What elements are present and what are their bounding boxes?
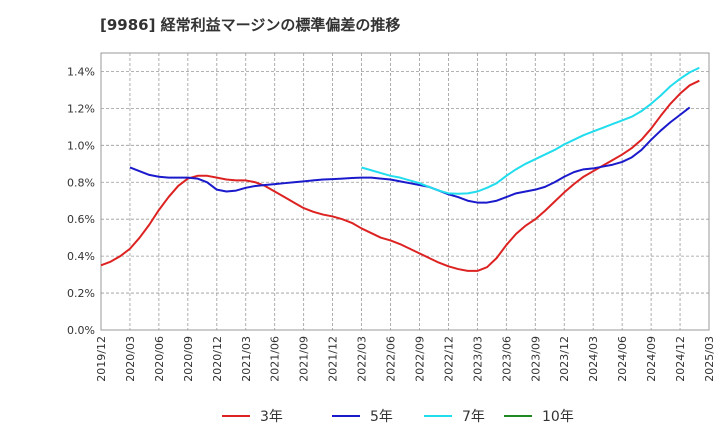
x-tick-label: 2020/03	[124, 336, 137, 382]
x-tick-label: 2023/06	[500, 336, 513, 382]
x-tick-label: 2020/09	[182, 336, 195, 382]
legend-label: 3年	[260, 409, 283, 425]
x-tick-label: 2024/12	[674, 336, 687, 382]
legend-label: 7年	[462, 409, 485, 425]
x-axis-ticks: 2019/12 2020/03 2020/06 2020/09 2020/12 2021/…	[95, 336, 716, 382]
y-tick-label: 0.6%	[67, 213, 95, 226]
x-tick-label: 2022/09	[413, 336, 426, 382]
legend-item: 7年	[424, 404, 485, 428]
x-tick-label: 2021/09	[298, 336, 311, 382]
x-tick-label: 2022/03	[356, 336, 369, 382]
chart-title: [9986] 経常利益マージンの標準偏差の推移	[100, 16, 401, 34]
legend-label: 10年	[542, 409, 574, 425]
y-tick-label: 0.0%	[67, 324, 95, 337]
y-tick-label: 0.2%	[67, 287, 95, 300]
x-tick-label: 2025/03	[703, 336, 716, 382]
legend-swatch	[332, 415, 360, 417]
x-tick-label: 2023/12	[558, 336, 571, 382]
legend-swatch	[424, 415, 452, 417]
line-chart: 0.0% 0.2% 0.4% 0.6% 0.8% 1.0% 1.2% 1.4% 2019/12…	[67, 52, 716, 382]
x-tick-label: 2022/06	[385, 336, 398, 382]
legend-item: 3年	[222, 404, 283, 428]
y-tick-label: 1.4%	[67, 65, 95, 78]
legend-item: 10年	[504, 404, 574, 428]
series-line-2	[361, 66, 700, 195]
x-tick-label: 2021/03	[240, 336, 253, 382]
series-lines	[100, 66, 700, 272]
x-tick-label: 2024/03	[587, 336, 600, 382]
x-tick-label: 2021/06	[269, 336, 282, 382]
series-line-1	[129, 106, 691, 204]
x-tick-label: 2020/06	[153, 336, 166, 382]
y-axis-ticks: 0.0% 0.2% 0.4% 0.6% 0.8% 1.0% 1.2% 1.4%	[67, 65, 95, 337]
legend: 3年 5年 7年 10年	[0, 404, 720, 428]
y-tick-label: 0.8%	[67, 176, 95, 189]
x-tick-label: 2022/12	[442, 336, 455, 382]
y-tick-label: 1.2%	[67, 102, 95, 115]
plot-area	[100, 52, 710, 331]
x-tick-label: 2023/09	[529, 336, 542, 382]
legend-swatch	[222, 415, 250, 417]
x-tick-label: 2019/12	[95, 336, 108, 382]
y-tick-label: 1.0%	[67, 139, 95, 152]
legend-label: 5年	[370, 409, 393, 425]
legend-item: 5年	[332, 404, 393, 428]
x-tick-label: 2023/03	[471, 336, 484, 382]
x-tick-label: 2021/12	[327, 336, 340, 382]
x-tick-label: 2024/09	[645, 336, 658, 382]
y-tick-label: 0.4%	[67, 250, 95, 263]
grid-lines	[100, 53, 710, 331]
x-tick-label: 2024/06	[616, 336, 629, 382]
legend-swatch	[504, 415, 532, 417]
x-tick-label: 2020/12	[211, 336, 224, 382]
